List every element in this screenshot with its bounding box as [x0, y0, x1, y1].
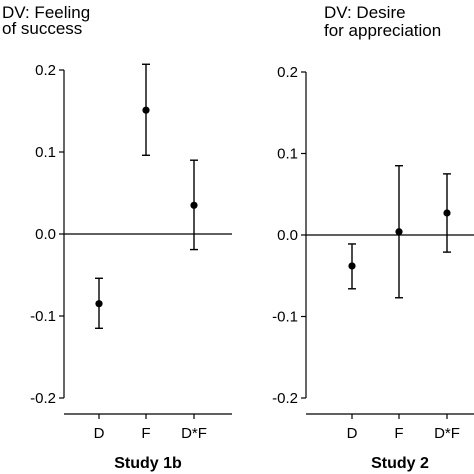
x-tick-label: D*F — [181, 425, 207, 442]
x-tick-label: D — [94, 425, 105, 442]
data-point — [142, 106, 150, 114]
y-tick-label: -0.2 — [272, 390, 298, 407]
chart-title-line: DV: Desire — [324, 3, 406, 22]
chart-title-line: for appreciation — [324, 21, 441, 40]
y-tick-label: -0.1 — [272, 309, 298, 326]
data-point — [443, 209, 451, 217]
y-tick-label: 0.2 — [277, 64, 298, 81]
y-tick-label: 0.0 — [35, 226, 56, 243]
y-tick-label: -0.1 — [30, 308, 56, 325]
y-tick-label: 0.0 — [277, 227, 298, 244]
x-tick-label: F — [394, 425, 403, 442]
y-tick-label: 0.1 — [35, 144, 56, 161]
data-point — [395, 228, 403, 236]
x-axis-label: Study 1b — [114, 455, 182, 472]
x-tick-label: F — [141, 425, 150, 442]
chart-title-line: DV: Feeling — [2, 3, 90, 22]
y-tick-label: -0.2 — [30, 390, 56, 407]
x-tick-label: D — [347, 425, 358, 442]
data-point — [95, 300, 103, 308]
chart-title-line: of success — [2, 19, 82, 38]
y-tick-label: 0.1 — [277, 146, 298, 163]
x-tick-label: D*F — [434, 425, 460, 442]
data-point — [190, 201, 198, 209]
x-axis-label: Study 2 — [371, 455, 429, 472]
data-point — [348, 262, 356, 270]
y-tick-label: 0.2 — [35, 62, 56, 79]
